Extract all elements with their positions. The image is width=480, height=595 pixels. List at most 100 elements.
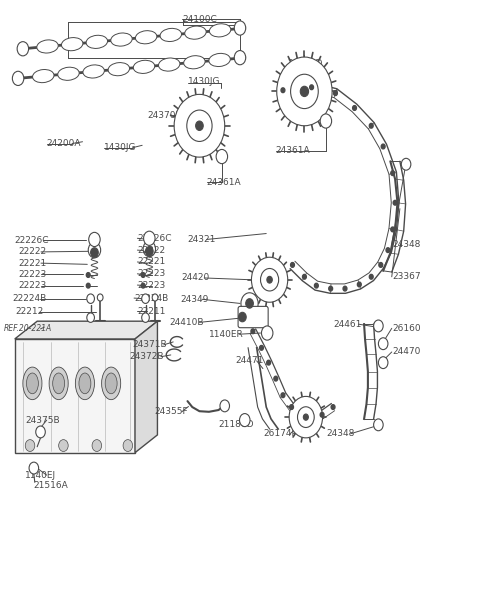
Ellipse shape xyxy=(58,67,79,80)
Circle shape xyxy=(234,51,246,65)
Circle shape xyxy=(141,273,145,277)
Text: 24410B: 24410B xyxy=(169,318,204,327)
Ellipse shape xyxy=(133,60,155,73)
Circle shape xyxy=(260,346,264,350)
Ellipse shape xyxy=(209,54,230,67)
Text: 22221: 22221 xyxy=(137,258,166,267)
Text: 24361A: 24361A xyxy=(206,177,241,186)
Circle shape xyxy=(234,21,246,35)
Circle shape xyxy=(386,248,390,252)
Circle shape xyxy=(145,246,153,256)
Circle shape xyxy=(369,274,373,279)
Circle shape xyxy=(329,286,333,291)
Circle shape xyxy=(391,171,395,176)
Text: 24470: 24470 xyxy=(393,347,421,356)
Circle shape xyxy=(239,312,246,322)
Ellipse shape xyxy=(102,367,120,400)
Circle shape xyxy=(252,257,288,302)
Circle shape xyxy=(369,123,373,128)
Circle shape xyxy=(144,231,155,245)
Ellipse shape xyxy=(49,367,68,400)
Circle shape xyxy=(353,106,357,110)
Circle shape xyxy=(174,95,225,157)
Text: 21186D: 21186D xyxy=(218,420,254,430)
Text: 22226C: 22226C xyxy=(137,234,172,243)
Circle shape xyxy=(89,233,100,246)
Circle shape xyxy=(343,286,347,291)
Circle shape xyxy=(320,114,332,128)
Circle shape xyxy=(358,282,361,287)
Text: 24348: 24348 xyxy=(326,429,354,438)
Circle shape xyxy=(241,293,258,314)
Circle shape xyxy=(267,276,272,283)
Ellipse shape xyxy=(37,40,58,53)
Circle shape xyxy=(262,326,273,340)
Ellipse shape xyxy=(61,37,83,51)
Circle shape xyxy=(196,121,203,130)
Text: 24349: 24349 xyxy=(180,295,209,304)
Ellipse shape xyxy=(86,35,108,48)
Circle shape xyxy=(334,91,337,96)
Text: 24100C: 24100C xyxy=(183,15,217,24)
Ellipse shape xyxy=(160,29,181,42)
Text: 26160: 26160 xyxy=(393,324,421,333)
Circle shape xyxy=(289,405,293,409)
Circle shape xyxy=(267,361,271,365)
Circle shape xyxy=(29,462,38,474)
Ellipse shape xyxy=(108,62,130,76)
Circle shape xyxy=(290,262,294,267)
Circle shape xyxy=(310,85,313,90)
Text: 1430JG: 1430JG xyxy=(188,77,220,86)
Text: REF.20-221A: REF.20-221A xyxy=(4,324,52,333)
Circle shape xyxy=(391,227,395,232)
Circle shape xyxy=(298,407,314,427)
Ellipse shape xyxy=(184,56,205,69)
Text: 22223: 22223 xyxy=(18,270,47,279)
Ellipse shape xyxy=(75,367,95,400)
Text: 24461: 24461 xyxy=(333,320,361,328)
Ellipse shape xyxy=(53,373,65,394)
Circle shape xyxy=(216,149,228,164)
Circle shape xyxy=(88,242,101,258)
Text: 24372B: 24372B xyxy=(129,352,164,361)
Text: 24321: 24321 xyxy=(188,235,216,244)
Circle shape xyxy=(86,273,90,277)
Circle shape xyxy=(373,419,383,431)
Text: 24361A: 24361A xyxy=(276,146,311,155)
Circle shape xyxy=(59,440,68,452)
Circle shape xyxy=(378,357,388,368)
Circle shape xyxy=(240,414,250,427)
Text: 23367: 23367 xyxy=(393,273,421,281)
Circle shape xyxy=(281,88,285,93)
Circle shape xyxy=(381,144,385,149)
Text: 22223: 22223 xyxy=(137,270,166,278)
Ellipse shape xyxy=(33,70,54,83)
Circle shape xyxy=(36,426,45,438)
Text: 1430JG: 1430JG xyxy=(104,143,136,152)
Text: 22226C: 22226C xyxy=(15,236,49,245)
Circle shape xyxy=(12,71,24,86)
Circle shape xyxy=(290,74,318,108)
Circle shape xyxy=(379,262,383,267)
Text: 24200A: 24200A xyxy=(47,139,81,148)
Text: 22223: 22223 xyxy=(137,281,166,290)
Ellipse shape xyxy=(135,31,157,44)
Circle shape xyxy=(91,248,98,257)
Ellipse shape xyxy=(185,26,206,39)
Circle shape xyxy=(142,313,149,322)
Circle shape xyxy=(300,86,309,96)
Text: 22211: 22211 xyxy=(137,306,166,315)
Text: 24420: 24420 xyxy=(182,274,210,283)
Circle shape xyxy=(302,274,306,279)
Circle shape xyxy=(143,241,156,256)
Text: 24348: 24348 xyxy=(393,240,421,249)
Text: 22224B: 22224B xyxy=(12,294,46,303)
Circle shape xyxy=(277,57,332,126)
Circle shape xyxy=(281,393,285,397)
Text: 22221: 22221 xyxy=(18,259,47,268)
Circle shape xyxy=(310,415,313,420)
Text: 24371B: 24371B xyxy=(132,340,167,349)
Circle shape xyxy=(87,294,95,303)
Circle shape xyxy=(373,320,383,332)
Circle shape xyxy=(97,294,103,301)
